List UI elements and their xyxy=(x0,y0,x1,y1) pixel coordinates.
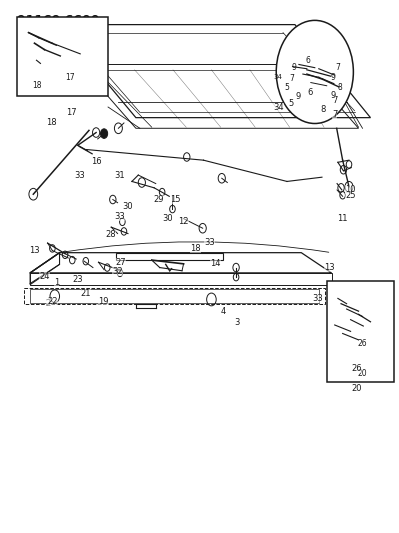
Text: 34: 34 xyxy=(273,102,284,111)
Text: 33: 33 xyxy=(114,212,124,221)
Text: 6: 6 xyxy=(307,87,313,96)
Text: 18: 18 xyxy=(32,81,41,90)
Circle shape xyxy=(348,317,354,325)
Text: 9: 9 xyxy=(331,72,336,82)
Text: 31: 31 xyxy=(114,171,124,180)
Text: 9: 9 xyxy=(330,91,336,100)
Text: 5: 5 xyxy=(288,99,294,108)
Text: 25: 25 xyxy=(346,191,356,200)
Circle shape xyxy=(358,327,364,334)
Text: 28: 28 xyxy=(105,230,116,239)
Text: 10: 10 xyxy=(346,185,356,195)
Text: 26: 26 xyxy=(358,338,367,348)
Text: 6: 6 xyxy=(306,56,310,64)
Text: 15: 15 xyxy=(170,195,180,204)
Text: 4: 4 xyxy=(221,307,226,316)
Text: 8: 8 xyxy=(337,83,342,92)
Text: 34: 34 xyxy=(273,74,282,80)
Text: 7: 7 xyxy=(332,110,338,119)
Text: 9: 9 xyxy=(291,63,296,72)
Text: 8: 8 xyxy=(321,104,326,114)
Text: 20: 20 xyxy=(352,384,362,393)
Text: 14: 14 xyxy=(210,259,221,268)
Text: 33: 33 xyxy=(74,171,85,180)
Text: 23: 23 xyxy=(73,274,83,284)
Text: 32: 32 xyxy=(112,268,123,276)
Text: 27: 27 xyxy=(115,258,126,266)
Text: 21: 21 xyxy=(81,288,91,297)
Text: 13: 13 xyxy=(29,246,40,255)
Text: 33: 33 xyxy=(204,238,215,247)
Text: 11: 11 xyxy=(337,214,347,223)
Text: 18: 18 xyxy=(46,118,57,127)
Text: 22: 22 xyxy=(47,297,57,306)
Text: 33: 33 xyxy=(312,294,322,303)
Text: 30: 30 xyxy=(122,203,133,212)
Text: 9: 9 xyxy=(296,92,301,101)
Text: 7: 7 xyxy=(336,63,340,72)
Circle shape xyxy=(37,42,44,51)
Circle shape xyxy=(59,52,65,60)
Text: 29: 29 xyxy=(154,195,164,204)
Text: 1: 1 xyxy=(54,278,59,287)
Text: 24: 24 xyxy=(39,272,50,280)
Circle shape xyxy=(319,77,325,84)
Text: 30: 30 xyxy=(162,214,173,223)
Text: 20: 20 xyxy=(358,369,367,378)
Text: 91169 6600: 91169 6600 xyxy=(17,14,99,27)
Text: 13: 13 xyxy=(324,263,334,272)
Text: 12: 12 xyxy=(178,217,189,227)
Text: 2: 2 xyxy=(46,299,51,308)
Bar xyxy=(327,281,394,382)
Text: 26: 26 xyxy=(352,364,362,373)
Text: 5: 5 xyxy=(284,83,289,92)
Circle shape xyxy=(303,69,309,77)
Circle shape xyxy=(276,20,354,124)
Circle shape xyxy=(101,129,108,139)
Text: 16: 16 xyxy=(91,157,101,166)
Text: 19: 19 xyxy=(98,297,109,306)
Text: 7: 7 xyxy=(290,74,294,83)
Text: 17: 17 xyxy=(65,73,75,82)
Text: 7: 7 xyxy=(332,96,338,105)
Text: 18: 18 xyxy=(190,244,201,253)
Text: 17: 17 xyxy=(66,108,77,117)
Text: 3: 3 xyxy=(235,318,240,327)
Bar xyxy=(17,17,108,96)
Circle shape xyxy=(332,83,338,91)
